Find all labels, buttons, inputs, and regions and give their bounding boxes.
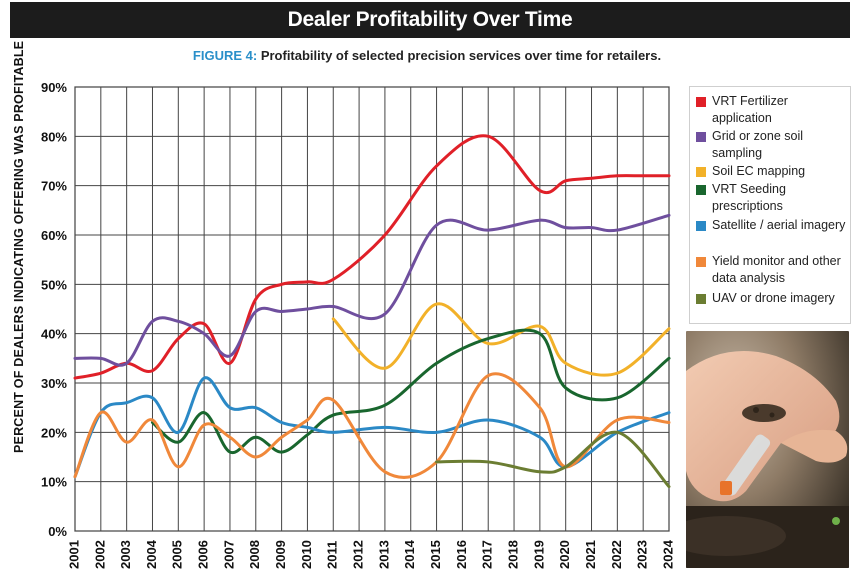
x-tick-label: 2004 (144, 539, 159, 569)
legend-swatch (696, 167, 706, 177)
legend-label: Soil EC mapping (712, 164, 806, 178)
x-tick-label: 2018 (505, 540, 520, 569)
x-tick-label: 2014 (402, 539, 417, 569)
y-tick-label: 90% (41, 80, 67, 95)
legend-swatch (696, 97, 706, 107)
y-tick-label: 20% (41, 425, 67, 440)
x-tick-label: 2005 (170, 540, 185, 569)
plot-area (74, 86, 670, 532)
x-tick-label: 2012 (351, 540, 366, 569)
y-tick-label: 30% (41, 376, 67, 391)
x-tick-label: 2019 (531, 540, 546, 569)
x-tick-label: 2003 (118, 540, 133, 569)
series-line-vrt-fertilizer-application (73, 134, 671, 380)
x-tick-label: 2013 (376, 540, 391, 569)
x-tick-label: 2021 (583, 540, 598, 569)
y-tick-label: 10% (41, 475, 67, 490)
legend-swatch (696, 221, 706, 231)
x-tick-label: 2017 (480, 540, 495, 569)
photo-illustration (686, 331, 849, 568)
legend: VRT Fertilizer application Grid or zone s… (689, 86, 851, 324)
x-tick-label: 2015 (428, 540, 443, 569)
legend-swatch (696, 294, 706, 304)
figure-label: FIGURE 4: (192, 48, 258, 63)
x-tick-label: 2010 (299, 540, 314, 569)
x-tick-label: 2008 (247, 540, 262, 569)
legend-swatch (696, 257, 706, 267)
series-line-satellite-aerial-imagery (73, 376, 671, 479)
legend-label: Grid or zone soil sampling (712, 129, 804, 160)
series-line-grid-or-zone-soil-sampling (73, 213, 671, 367)
y-tick-label: 60% (41, 228, 67, 243)
figure-caption-text: Profitability of selected precision serv… (257, 48, 662, 63)
y-tick-label: 80% (41, 129, 67, 144)
x-tick-label: 2006 (196, 540, 211, 569)
x-tick-label: 2016 (454, 540, 469, 569)
legend-label: VRT Fertilizer application (712, 94, 788, 125)
y-tick-label: 40% (41, 327, 67, 342)
legend-label: UAV or drone imagery (712, 291, 835, 305)
x-tick-label: 2011 (325, 541, 340, 569)
x-tick-label: 2022 (609, 540, 624, 569)
hand-holding-soil-sample-vial-photo (686, 331, 849, 568)
series-line-soil-ec-mapping (331, 302, 671, 377)
x-tick-label: 2009 (273, 540, 288, 569)
x-tick-label: 2024 (660, 539, 675, 569)
series-line-yield-monitor-and-other-data-analysis (73, 372, 671, 479)
legend-label: Satellite / aerial imagery (712, 218, 846, 232)
legend-label: VRT Seeding prescriptions (712, 182, 786, 213)
y-tick-label: 50% (41, 277, 67, 292)
legend-swatch (696, 132, 706, 142)
y-tick-label: 0% (48, 524, 67, 539)
series-line-uav-or-drone-imagery (435, 430, 671, 489)
x-tick-label: 2002 (92, 540, 107, 569)
y-tick-label: 70% (41, 179, 67, 194)
x-tick-label: 2007 (221, 540, 236, 569)
chart-title: Dealer Profitability Over Time (287, 8, 573, 31)
title-banner: Dealer Profitability Over Time (10, 2, 850, 38)
x-tick-label: 2023 (635, 540, 650, 569)
figure-caption: FIGURE 4: Profitability of selected prec… (0, 48, 854, 63)
x-tick-label: 2020 (557, 540, 572, 569)
legend-swatch (696, 185, 706, 195)
x-tick-label: 2001 (66, 540, 81, 569)
legend-label: Yield monitor and other data analysis (712, 254, 841, 285)
